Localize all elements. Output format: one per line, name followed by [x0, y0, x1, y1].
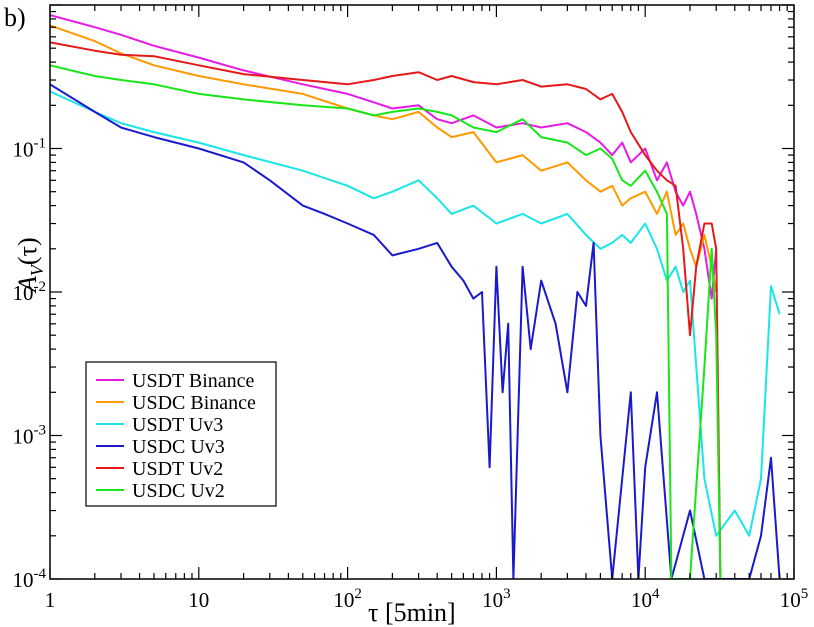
series-line-usdt-uv3: [50, 90, 781, 537]
legend-label: USDC Uv3: [132, 436, 225, 458]
x-tick-label: 105: [780, 586, 809, 612]
x-tick-label: 104: [631, 586, 660, 612]
y-axis-label-sub: V: [27, 263, 47, 276]
series-line-usdc-uv2: [50, 64, 722, 579]
y-axis-label-main: A: [13, 276, 42, 294]
y-tick-label: 10-1: [13, 136, 47, 162]
x-tick-label: 103: [482, 586, 511, 612]
x-axis-label: τ [5min]: [368, 598, 456, 627]
legend-label: USDT Binance: [132, 370, 255, 392]
y-axis-label: AV(τ): [13, 237, 47, 294]
y-tick-label: 10-4: [13, 566, 47, 592]
legend-box: [85, 361, 277, 507]
series-layer: [50, 14, 781, 579]
y-axis-label-arg: (τ): [13, 237, 42, 265]
y-tick-label: 10-3: [13, 423, 47, 449]
legend-label: USDT Uv3: [132, 414, 223, 436]
legend-label: USDC Binance: [132, 392, 256, 414]
x-tick-label: 10: [188, 588, 209, 612]
legend-label: USDC Uv2: [132, 480, 225, 502]
tick-labels: 1 10 102 103 104 105 10-1 10-2 10-3 10-4: [13, 136, 809, 613]
x-tick-label: 1: [45, 588, 56, 612]
panel-label: b): [4, 3, 26, 32]
series-line-usdt-uv2: [50, 41, 722, 579]
x-tick-label: 102: [333, 586, 362, 612]
axis-ticks: [49, 4, 795, 580]
legend-label: USDT Uv2: [132, 458, 223, 480]
series-line-usdt-binance: [50, 14, 718, 300]
series-line-usdc-uv3: [50, 83, 781, 579]
y-tick-label: 10-2: [13, 279, 47, 305]
